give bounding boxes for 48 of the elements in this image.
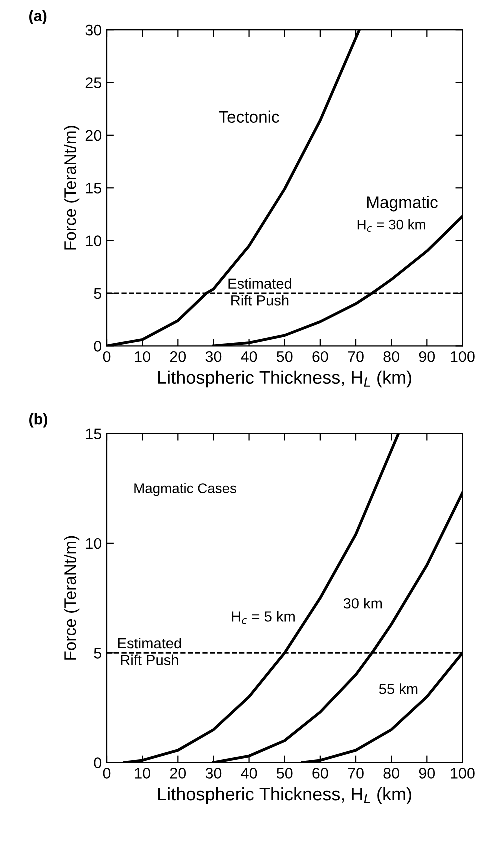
x-tick-label: 60 (312, 768, 328, 779)
x-axis-title: Lithospheric Thickness, H$_{L}$ (km) (158, 370, 412, 388)
series-label: Magmatic (367, 196, 438, 212)
y-tick-label: 15 (86, 183, 102, 194)
y-tick-label: 15 (86, 428, 102, 440)
x-tick-label: 70 (348, 351, 364, 362)
y-tick-label: 25 (86, 78, 102, 88)
chart-title: (b) (30, 414, 48, 428)
chart-title: (a) (30, 10, 47, 25)
y-axis-title: Force (TeraNt/m) (64, 126, 80, 250)
annotation: Magmatic Cases (134, 483, 236, 496)
y-axis-title: Force (TeraNt/m) (64, 536, 80, 660)
x-tick-label: 100 (451, 768, 475, 779)
x-tick-label: 80 (384, 768, 400, 779)
x-tick-label: 80 (384, 351, 400, 362)
x-tick-label: 10 (135, 351, 150, 362)
x-tick-label: 50 (276, 768, 293, 779)
text: Tectonic (219, 110, 280, 124)
x-tick-label: 60 (312, 351, 328, 362)
y-tick-label: 10 (86, 236, 102, 246)
x-tick-label: 70 (348, 768, 364, 779)
y-tick-label: 5 (94, 648, 102, 659)
x-tick-label: 30 (206, 768, 222, 779)
x-tick-label: 40 (241, 768, 258, 779)
ref-line-label: Estimated Rift Push (118, 638, 182, 666)
x-tick-label: 30 (206, 351, 222, 362)
x-tick-label: 90 (419, 768, 436, 779)
x-tick-label: 0 (103, 768, 111, 779)
x-tick-label: 0 (103, 351, 111, 362)
y-tick-label: 5 (94, 288, 102, 300)
y-tick-label: 30 (86, 24, 102, 36)
x-tick-label: 20 (170, 351, 186, 362)
x-tick-label: 10 (135, 768, 150, 779)
y-tick-label: 0 (94, 758, 102, 768)
x-tick-label: 90 (419, 351, 436, 362)
series-label: H$_{c}$ = 5 km (232, 611, 295, 624)
series-label: 55 km (379, 684, 418, 694)
x-tick-label: 50 (276, 351, 293, 362)
x-axis-title: Lithospheric Thickness, H$_{L}$ (km) (158, 787, 412, 804)
series-label: 30 km (344, 598, 382, 609)
y-tick-label: 0 (94, 341, 102, 352)
x-tick-label: 100 (451, 351, 475, 362)
y-tick-label: 20 (86, 130, 102, 142)
annotation: H$_{c}$ = 30 km (358, 220, 426, 232)
y-tick-label: 10 (86, 538, 102, 550)
x-tick-label: 20 (170, 768, 186, 779)
x-tick-label: 40 (241, 351, 258, 362)
ref-line-label: Estimated Rift Push (228, 278, 292, 306)
